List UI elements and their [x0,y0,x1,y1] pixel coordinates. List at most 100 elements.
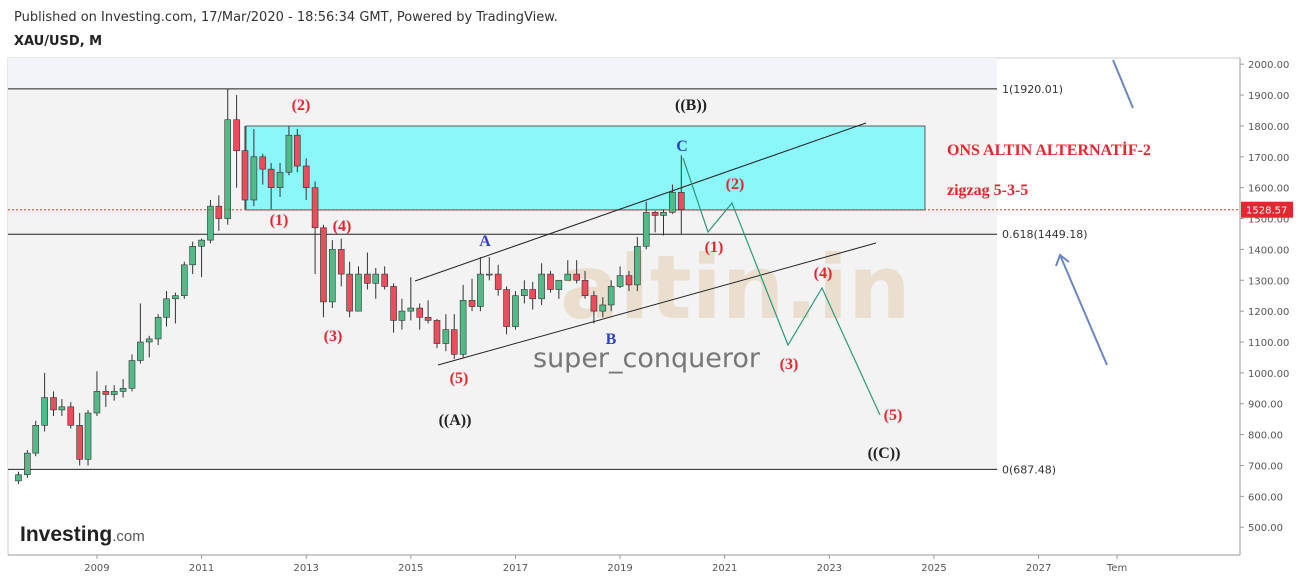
symbol: XAU/USD, M [14,34,102,49]
candle-body [616,275,624,287]
wave-label: B [606,331,617,348]
candle-body [450,329,458,355]
candle-body [381,273,388,287]
candle-body [302,165,310,188]
wave-label: (5) [884,407,903,424]
candle-body [433,320,441,344]
candle-body [372,273,380,284]
wave-label: C [676,138,688,155]
watermark-author: super_conqueror [533,343,761,374]
candle-body [163,298,170,318]
wave-label: ((C)) [868,445,901,462]
candle-body [24,452,31,476]
fib-zone-top [8,58,997,89]
y-tick-label: 1400.00 [1248,245,1289,256]
last-price-label: 1528.57 [1246,206,1287,217]
candle-body [76,425,83,460]
candle-body [293,134,301,167]
candle-body [145,338,153,343]
candle-body [276,171,284,188]
last-price-box [1241,201,1293,218]
x-tick-label: 2013 [293,563,318,574]
chart-title: ONS ALTIN ALTERNATİF-2 [947,140,1151,159]
wave-label: (1) [705,239,724,256]
wave-label: (4) [814,265,833,282]
candle-body [320,227,327,303]
candle-body [677,191,685,210]
candle-body [468,300,476,307]
logo-suffix: .com [112,528,145,545]
candle-body [529,289,537,300]
wave-label: (1) [270,212,289,229]
x-tick-label: 2009 [84,563,109,574]
candle-body [651,212,659,216]
wave-label: (4) [333,218,352,235]
candle-body [573,273,580,281]
y-tick-label: 800.00 [1248,431,1283,442]
wave-label: ((A)) [439,412,472,429]
candle-body [267,168,275,188]
wave-label: A [479,233,491,250]
candle-body [67,406,75,426]
candle-body [215,205,223,219]
candle-body [581,279,589,296]
y-tick-label: 2000.00 [1248,60,1289,71]
candle-body [416,307,424,318]
candle-body [154,317,162,340]
y-tick-label: 1800.00 [1248,122,1289,133]
candle-body [599,304,607,312]
candle-body [390,286,397,321]
arrow-head [1055,253,1070,267]
wave-label: (3) [324,328,343,345]
candle-body [241,150,249,201]
candle-body [503,289,510,327]
candle-body [259,156,267,170]
candle-body [311,187,319,229]
candle-body [233,119,240,151]
y-tick-label: 1900.00 [1248,91,1289,102]
candle-body [590,295,598,312]
x-tick-label: 2019 [607,563,632,574]
candle-body [84,412,92,460]
candle-body [547,273,554,290]
x-tick-label: 2015 [398,563,423,574]
candle-body [224,119,232,219]
logo: Investing.com [20,523,145,546]
y-tick-label: 1600.00 [1248,184,1289,195]
y-tick-label: 1500.00 [1248,215,1289,226]
wave-label: (2) [292,97,311,114]
candle-body [398,310,406,321]
candle-body [58,406,66,411]
target-box [245,125,926,211]
projection-path [682,157,881,416]
candle-body [521,289,528,296]
arrow [1059,254,1108,366]
y-tick-label: 1000.00 [1248,369,1289,380]
candle-body [180,264,188,296]
candle-body [198,239,205,247]
trendline [414,122,867,282]
candle-body [459,300,467,355]
candle-body [15,474,22,482]
published-note: Published on Investing.com, 17/Mar/2020 … [14,10,558,25]
candle-body [407,307,415,312]
candle-body [285,134,293,173]
candle-body [250,156,258,201]
candle-body [119,388,127,392]
candle-body [50,397,57,411]
wave-label: (3) [780,356,799,373]
trendline [437,242,877,366]
candle-body [625,275,633,286]
fib-label: 0.618(1449.18) [1002,228,1088,241]
x-tick-label: 2025 [921,563,946,574]
candle-body [669,191,676,213]
candle-body [555,279,563,290]
x-tick-label: 2017 [503,563,528,574]
chart-subtitle: zigzag 5-3-5 [947,182,1028,199]
watermark-site: altin.in [560,236,911,339]
wave-label: (2) [726,176,745,193]
candle-body [32,425,40,454]
x-tick-label: 2021 [712,563,737,574]
candle-body [424,317,432,321]
logo-brand: Investing [20,523,112,546]
